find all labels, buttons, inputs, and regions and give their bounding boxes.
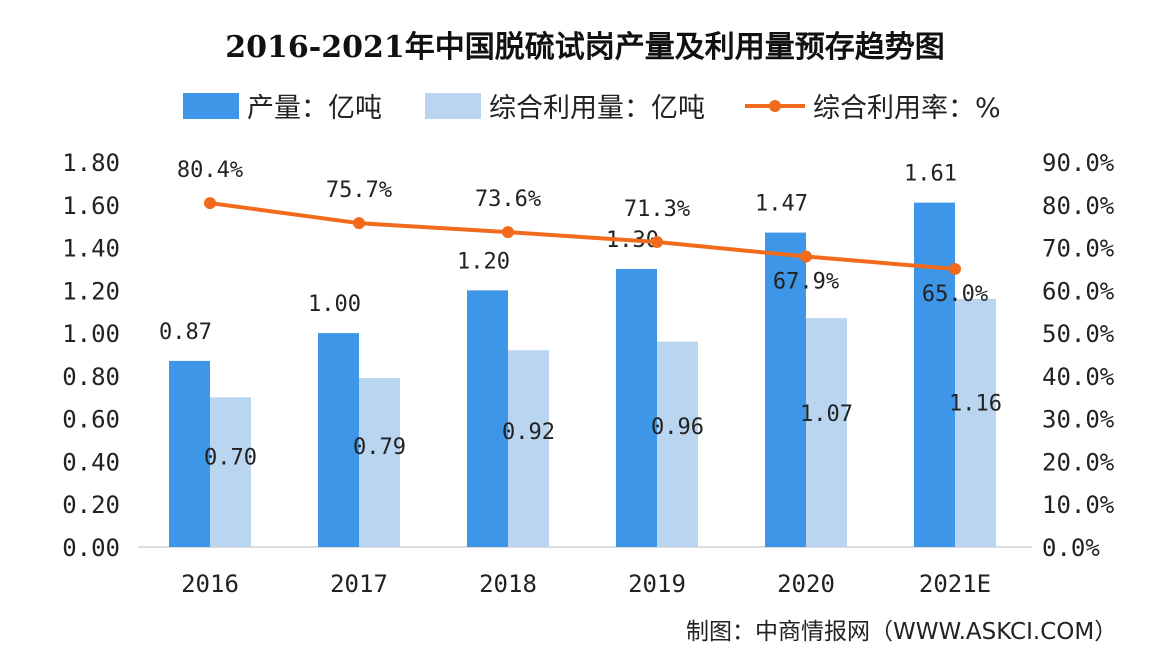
point-utilization-rate (502, 226, 514, 239)
bar-utilization (508, 350, 549, 547)
chart-title: 2016-2021年中国脱硫试岗产量及利用量预存趋势图 (225, 30, 945, 65)
bar-utilization (806, 318, 847, 547)
legend-swatch (425, 92, 481, 119)
data-label-rate: 73.6% (475, 187, 541, 212)
point-utilization-rate (800, 250, 812, 263)
bar-utilization (210, 397, 251, 547)
bar-production (318, 333, 359, 547)
data-label-utilization: 0.70 (204, 446, 257, 471)
bar-utilization (359, 378, 400, 547)
data-label-production: 1.00 (308, 292, 361, 317)
legend-item-utilization: 综合利用量：亿吨 (425, 86, 705, 125)
legend-item-rate: 综合利用率：% (745, 86, 1001, 125)
bar-production (467, 290, 508, 547)
legend-item-production: 产量：亿吨 (183, 86, 382, 125)
point-utilization-rate (204, 197, 216, 210)
data-label-utilization: 1.16 (949, 392, 1002, 417)
y-left-tick-label: 0.80 (62, 363, 120, 391)
x-tick-label: 2017 (330, 570, 388, 598)
data-label-rate: 67.9% (773, 270, 839, 295)
y-right-tick-label: 30.0% (1042, 406, 1115, 434)
x-tick-label: 2021E (919, 570, 991, 598)
legend-line-marker (745, 99, 805, 112)
y-left-tick-label: 1.00 (62, 320, 120, 348)
y-left-tick-label: 0.60 (62, 406, 120, 434)
bar-utilization (955, 298, 996, 547)
y-left-tick-label: 0.00 (62, 534, 120, 562)
data-label-utilization: 0.79 (353, 435, 406, 460)
data-label-rate: 75.7% (326, 178, 392, 203)
legend-label: 产量：亿吨 (247, 93, 382, 124)
data-label-production: 1.47 (755, 192, 808, 217)
point-utilization-rate (949, 262, 961, 275)
y-right-tick-label: 10.0% (1042, 491, 1115, 519)
data-label-rate: 80.4% (177, 158, 243, 183)
x-tick-label: 2018 (479, 570, 537, 598)
y-right-tick-label: 70.0% (1042, 235, 1115, 263)
y-right-tick-label: 80.0% (1042, 192, 1115, 220)
point-utilization-rate (651, 235, 663, 248)
legend-label: 综合利用率：% (813, 93, 1001, 124)
data-label-production: 1.20 (457, 249, 510, 274)
x-tick-label: 2020 (777, 570, 835, 598)
x-tick-label: 2019 (628, 570, 686, 598)
y-right-tick-label: 0.0% (1042, 534, 1100, 562)
bar-production (616, 268, 657, 547)
y-left-tick-label: 0.40 (62, 448, 120, 476)
y-left-tick-label: 1.20 (62, 277, 120, 305)
y-right-tick-label: 20.0% (1042, 448, 1115, 476)
data-label-utilization: 0.92 (502, 420, 555, 445)
data-label-rate: 65.0% (922, 282, 988, 307)
x-tick-label: 2016 (181, 570, 239, 598)
y-left-tick-label: 1.40 (62, 235, 120, 263)
data-label-rate: 71.3% (624, 197, 690, 222)
bar-utilization (657, 341, 698, 547)
legend-swatch (183, 92, 239, 119)
y-right-tick-label: 50.0% (1042, 320, 1115, 348)
bar-production (765, 232, 806, 548)
line-utilization-rate (209, 201, 956, 271)
data-label-production: 0.87 (159, 320, 212, 345)
bar-production (169, 360, 210, 547)
point-utilization-rate (353, 217, 365, 230)
y-left-tick-label: 1.80 (62, 149, 120, 177)
bar-production (914, 202, 955, 547)
y-right-tick-label: 60.0% (1042, 277, 1115, 305)
y-left-tick-label: 1.60 (62, 192, 120, 220)
y-right-tick-label: 90.0% (1042, 149, 1115, 177)
legend-label: 综合利用量：亿吨 (489, 93, 705, 124)
data-label-utilization: 1.07 (800, 402, 853, 427)
source-note: 制图：中商情报网（WWW.ASKCI.COM） (686, 619, 1118, 645)
data-label-utilization: 0.96 (651, 415, 704, 440)
y-left-tick-label: 0.20 (62, 491, 120, 519)
data-label-production: 1.61 (904, 162, 957, 187)
y-right-tick-label: 40.0% (1042, 363, 1115, 391)
